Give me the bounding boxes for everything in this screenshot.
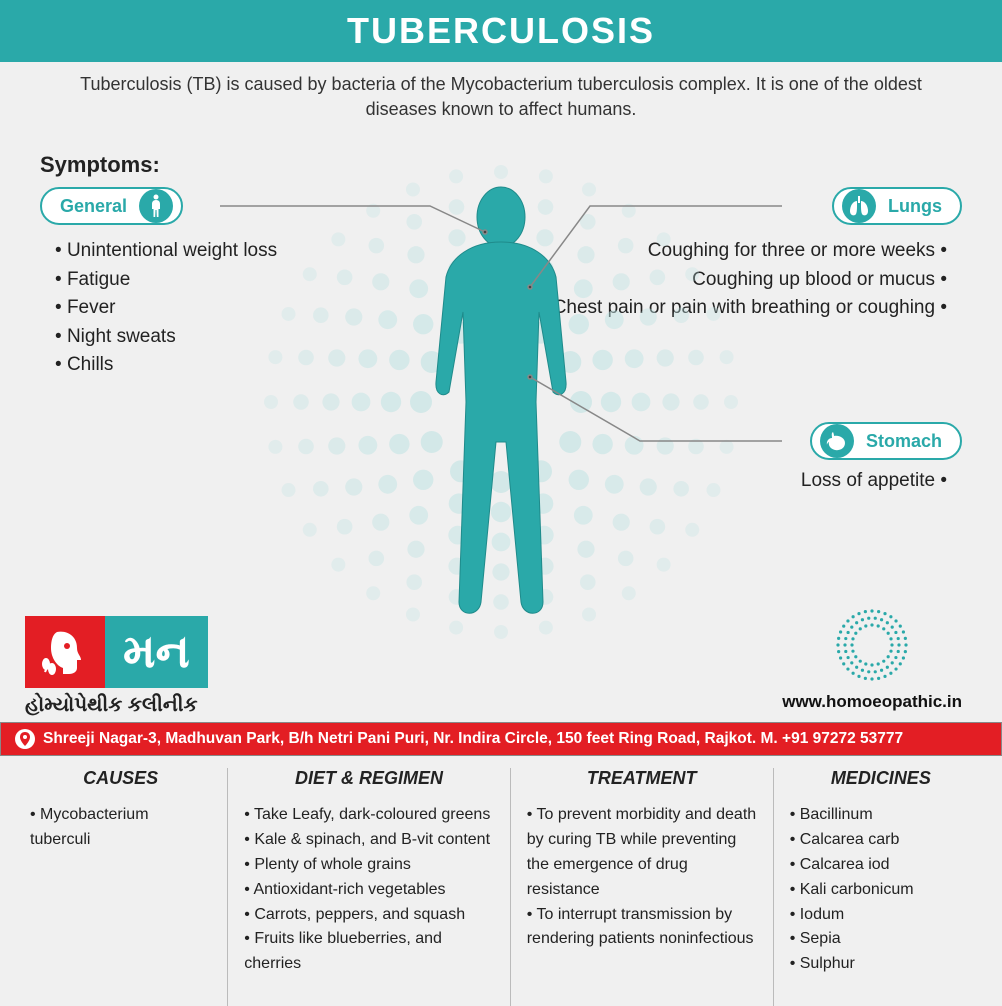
diet-list: Take Leafy, dark-coloured greensKale & s… bbox=[244, 803, 493, 977]
medicines-title: MEDICINES bbox=[790, 768, 972, 789]
treatment-list: To prevent morbidity and death by curing… bbox=[527, 803, 757, 952]
location-pin-icon bbox=[15, 729, 35, 749]
causes-column: CAUSES Mycobacterium tuberculi bbox=[14, 768, 228, 1006]
page-title: TUBERCULOSIS bbox=[0, 0, 1002, 62]
page-subtitle: Tuberculosis (TB) is caused by bacteria … bbox=[0, 62, 1002, 132]
diet-column: DIET & REGIMEN Take Leafy, dark-coloured… bbox=[228, 768, 510, 1006]
causes-title: CAUSES bbox=[30, 768, 211, 789]
treatment-title: TREATMENT bbox=[527, 768, 757, 789]
symptoms-diagram: Symptoms: General Unintentional weight l… bbox=[0, 132, 1002, 722]
medicines-column: MEDICINES BacillinumCalcarea carbCalcare… bbox=[774, 768, 988, 1006]
info-columns: CAUSES Mycobacterium tuberculi DIET & RE… bbox=[0, 756, 1002, 1006]
treatment-column: TREATMENT To prevent morbidity and death… bbox=[511, 768, 774, 1006]
medicines-list: BacillinumCalcarea carbCalcarea iodKali … bbox=[790, 803, 972, 977]
causes-list: Mycobacterium tuberculi bbox=[30, 803, 211, 853]
address-bar: Shreeji Nagar-3, Madhuvan Park, B/h Netr… bbox=[0, 722, 1002, 756]
diet-title: DIET & REGIMEN bbox=[244, 768, 493, 789]
address-text: Shreeji Nagar-3, Madhuvan Park, B/h Netr… bbox=[43, 730, 903, 748]
